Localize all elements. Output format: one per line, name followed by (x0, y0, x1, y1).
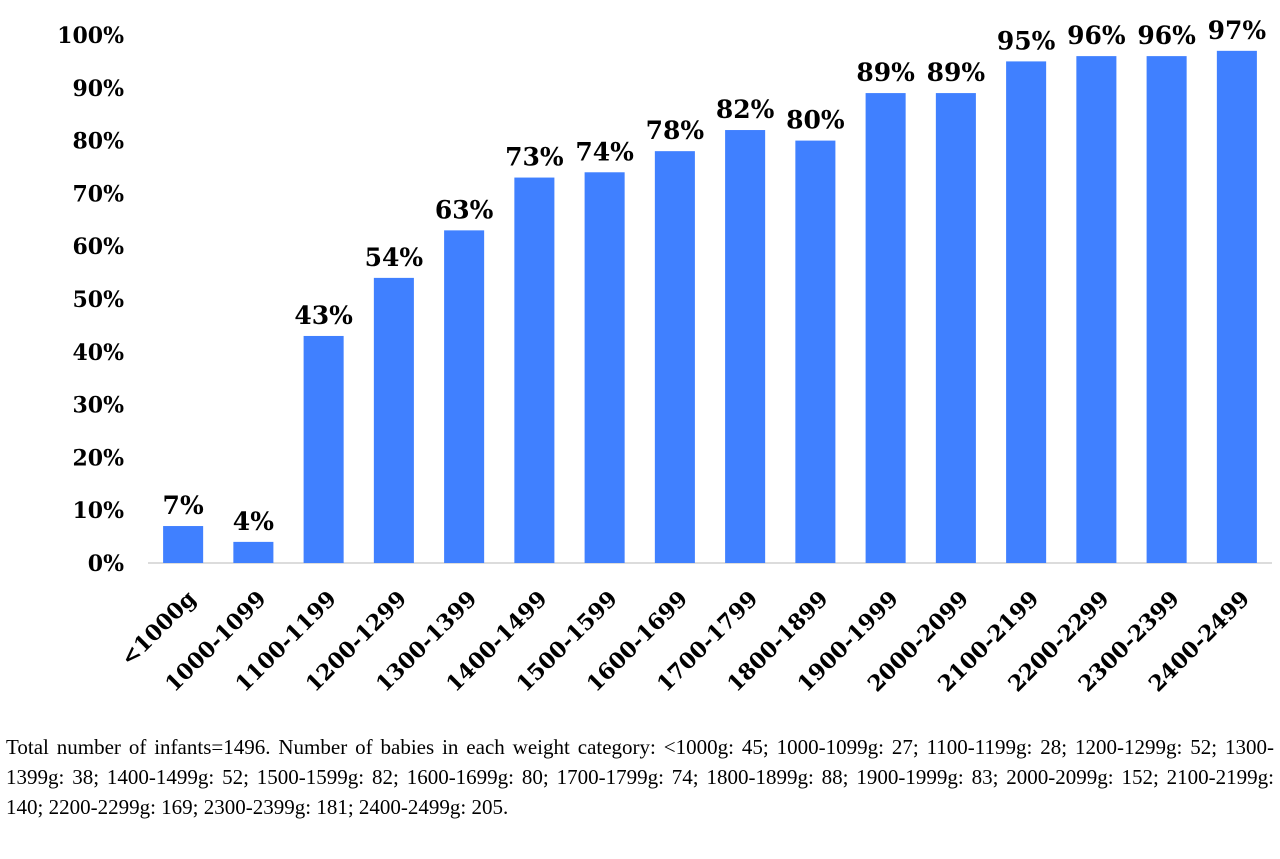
y-tick-label: 10% (72, 498, 124, 524)
bar (725, 130, 766, 564)
y-tick-label: 90% (72, 76, 124, 102)
footnote: Total number of infants=1496. Number of … (6, 735, 1274, 819)
data-label: 73% (505, 143, 564, 172)
y-tick-label: 70% (72, 181, 124, 207)
y-tick-label: 50% (72, 287, 124, 313)
y-tick-label: 60% (72, 234, 124, 260)
data-label: 96% (1067, 21, 1126, 50)
data-label: 74% (575, 137, 634, 166)
data-label: 82% (716, 95, 775, 124)
data-label: 80% (786, 106, 845, 135)
bar (233, 541, 274, 563)
data-label: 89% (856, 58, 915, 87)
data-label: 63% (435, 195, 494, 224)
bar-chart: 0% 10% 20% 30% 40% 50% 60% 70% 80% 90% 100% 7% 4% 43… (57, 16, 1272, 697)
data-label: 54% (365, 243, 424, 272)
data-label: 7% (163, 491, 204, 520)
y-tick-label: 0% (88, 551, 124, 577)
data-label: 96% (1137, 21, 1196, 50)
bar (654, 151, 695, 563)
x-axis: <1000g1000-10991100-11991200-12991300-13… (116, 586, 1255, 697)
bar (935, 93, 976, 563)
y-axis: 0% 10% 20% 30% 40% 50% 60% 70% 80% 90% 100% (57, 23, 124, 577)
data-label: 89% (927, 58, 986, 87)
data-label: 78% (646, 116, 705, 145)
bar (1146, 56, 1187, 564)
data-label: 97% (1208, 16, 1267, 45)
bar (1006, 61, 1047, 564)
y-tick-label: 30% (72, 393, 124, 419)
bar (584, 172, 625, 563)
bar (795, 140, 836, 563)
bar (1216, 50, 1257, 563)
y-tick-label: 100% (57, 23, 124, 49)
data-label: 4% (233, 507, 274, 536)
bar (1076, 56, 1117, 564)
bar (303, 335, 344, 563)
bar (514, 177, 555, 563)
data-label: 43% (294, 301, 353, 330)
bar (163, 526, 204, 563)
bar (444, 230, 485, 564)
y-tick-label: 40% (72, 340, 124, 366)
bars (163, 50, 1257, 564)
data-label: 95% (997, 26, 1056, 55)
data-labels: 7% 4% 43% 54% 63% 73% 74% 78% 82% 80% 89% 89% 95% 96%… (163, 16, 1267, 536)
bar (865, 93, 906, 563)
y-tick-label: 80% (72, 129, 124, 155)
y-tick-label: 20% (72, 445, 124, 471)
bar (373, 277, 414, 563)
